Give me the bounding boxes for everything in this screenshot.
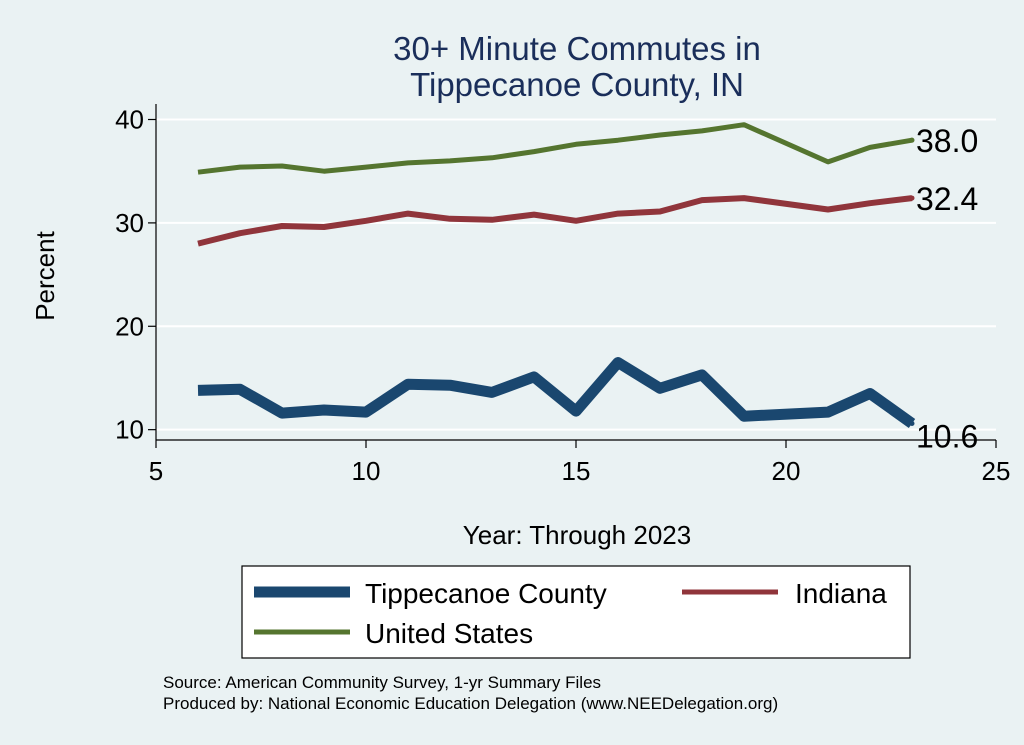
chart-title-line-2: Tippecanoe County, IN	[410, 66, 744, 103]
series-lines	[197, 122, 916, 428]
series-line-indiana	[197, 195, 913, 247]
source-line-1: Source: American Community Survey, 1-yr …	[163, 673, 601, 692]
y-axis-title: Percent	[30, 230, 60, 320]
y-tick-label: 20	[115, 311, 144, 341]
end-point-tippecanoe-county	[909, 420, 915, 426]
end-labels: 10.6 32.4 38.0	[916, 123, 978, 454]
y-tick-label: 30	[115, 208, 144, 238]
x-tick-label: 20	[772, 456, 801, 486]
end-label-indiana: 32.4	[916, 181, 978, 217]
y-tick-label: 10	[115, 415, 144, 445]
series-line-tippecanoe-county	[197, 357, 916, 428]
x-tick-label: 5	[149, 456, 163, 486]
series-line-united-states	[197, 122, 913, 175]
legend-box	[241, 565, 911, 659]
legend-label-us: United States	[365, 618, 533, 649]
source-line-2: Produced by: National Economic Education…	[163, 694, 778, 713]
y-tick-label: 40	[115, 105, 144, 135]
chart-title-line-1: 30+ Minute Commutes in	[393, 30, 761, 67]
end-label-united-states: 38.0	[916, 123, 978, 159]
x-tick-label: 15	[562, 456, 591, 486]
legend-label-tippecanoe: Tippecanoe County	[365, 578, 607, 609]
x-tick-label: 25	[982, 456, 1011, 486]
legend: Tippecanoe County Indiana United States	[241, 565, 911, 659]
end-point-indiana	[909, 195, 915, 201]
x-axis-title: Year: Through 2023	[463, 520, 691, 550]
end-label-tippecanoe-county: 10.6	[916, 418, 978, 454]
legend-label-indiana: Indiana	[795, 578, 887, 609]
end-point-united-states	[909, 137, 915, 143]
x-tick-label: 10	[352, 456, 381, 486]
